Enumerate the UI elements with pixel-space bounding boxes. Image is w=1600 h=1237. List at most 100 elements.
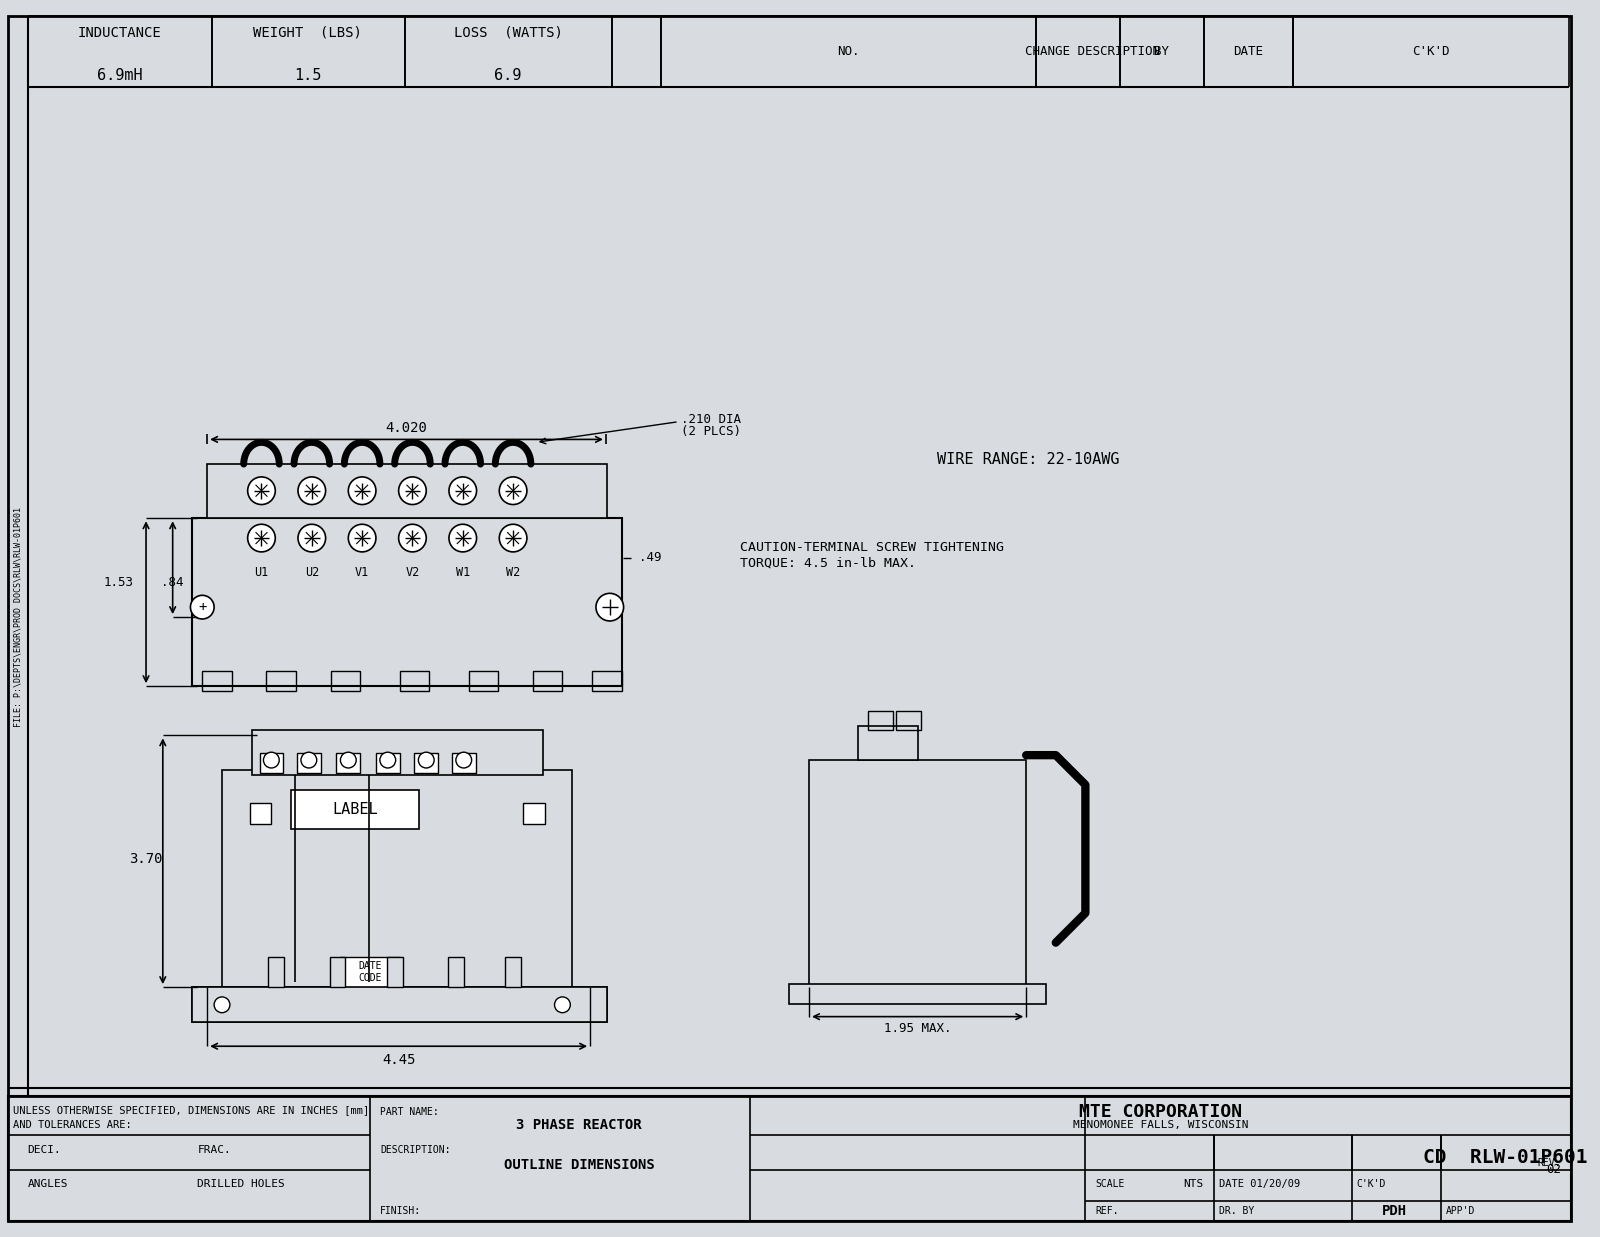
Circle shape: [298, 477, 326, 505]
Bar: [269, 957, 285, 987]
Text: 02: 02: [1546, 1163, 1562, 1176]
Text: 3 PHASE REACTOR: 3 PHASE REACTOR: [517, 1118, 642, 1132]
Circle shape: [595, 594, 624, 621]
Bar: [400, 672, 429, 691]
Circle shape: [298, 524, 326, 552]
Text: 1.53: 1.53: [104, 576, 133, 589]
Text: .210 DIA: .210 DIA: [682, 413, 741, 427]
Circle shape: [450, 477, 477, 505]
Bar: [192, 518, 622, 687]
Bar: [336, 753, 360, 773]
Text: U2: U2: [304, 567, 318, 579]
Text: DATE
CODE: DATE CODE: [358, 961, 382, 983]
Text: U1: U1: [254, 567, 269, 579]
Circle shape: [349, 477, 376, 505]
Bar: [859, 726, 918, 760]
Text: DATE 01/20/09: DATE 01/20/09: [1219, 1179, 1299, 1190]
Bar: [592, 672, 622, 691]
Bar: [192, 987, 606, 1022]
Text: (2 PLCS): (2 PLCS): [682, 426, 741, 438]
Bar: [387, 957, 403, 987]
Text: DR. BY: DR. BY: [1219, 1206, 1254, 1216]
Circle shape: [450, 524, 477, 552]
Text: FINISH:: FINISH:: [379, 1206, 421, 1216]
Text: NO.: NO.: [837, 45, 859, 58]
Text: 3.70: 3.70: [130, 852, 163, 866]
Text: PART NAME:: PART NAME:: [379, 1107, 438, 1117]
Circle shape: [190, 595, 214, 618]
Text: OUTLINE DIMENSIONS: OUTLINE DIMENSIONS: [504, 1158, 654, 1171]
Text: UNLESS OTHERWISE SPECIFIED, DIMENSIONS ARE IN INCHES [mm]: UNLESS OTHERWISE SPECIFIED, DIMENSIONS A…: [13, 1106, 370, 1116]
Bar: [192, 987, 606, 1022]
Text: V1: V1: [355, 567, 370, 579]
Bar: [222, 769, 573, 987]
Circle shape: [341, 752, 357, 768]
Text: 4.45: 4.45: [382, 1053, 416, 1068]
Text: MTE CORPORATION: MTE CORPORATION: [1078, 1103, 1242, 1122]
Text: 1.95 MAX.: 1.95 MAX.: [883, 1022, 952, 1035]
Text: AND TOLERANCES ARE:: AND TOLERANCES ARE:: [13, 1121, 131, 1131]
Text: REV.: REV.: [1538, 1158, 1562, 1168]
Text: INDUCTANCE: INDUCTANCE: [77, 26, 162, 40]
Bar: [414, 753, 438, 773]
Text: ANGLES: ANGLES: [27, 1179, 69, 1190]
Text: 6.9mH: 6.9mH: [96, 68, 142, 83]
Text: DRILLED HOLES: DRILLED HOLES: [197, 1179, 285, 1190]
Bar: [448, 957, 464, 987]
Text: WIRE RANGE: 22-10AWG: WIRE RANGE: 22-10AWG: [938, 452, 1120, 466]
Text: 4.020: 4.020: [386, 421, 427, 434]
Bar: [251, 731, 542, 774]
Text: C'K'D: C'K'D: [1357, 1179, 1386, 1190]
Text: APP'D: APP'D: [1445, 1206, 1475, 1216]
Text: V2: V2: [405, 567, 419, 579]
Text: 6.9: 6.9: [494, 68, 522, 83]
Circle shape: [398, 524, 426, 552]
Circle shape: [214, 997, 230, 1013]
Text: LABEL: LABEL: [333, 802, 378, 816]
Text: DESCRIPTION:: DESCRIPTION:: [379, 1144, 450, 1155]
Text: W1: W1: [456, 567, 470, 579]
Bar: [202, 672, 232, 691]
Text: SCALE: SCALE: [1096, 1179, 1125, 1190]
Bar: [331, 672, 360, 691]
Bar: [267, 672, 296, 691]
Bar: [869, 711, 893, 731]
Bar: [533, 672, 563, 691]
Circle shape: [248, 477, 275, 505]
Bar: [469, 672, 498, 691]
Text: C'K'D: C'K'D: [1411, 45, 1450, 58]
Bar: [506, 957, 522, 987]
Circle shape: [499, 477, 526, 505]
Text: BY: BY: [1154, 45, 1170, 58]
Text: CAUTION-TERMINAL SCREW TIGHTENING: CAUTION-TERMINAL SCREW TIGHTENING: [741, 542, 1005, 554]
Text: DATE: DATE: [1234, 45, 1262, 58]
Bar: [789, 985, 1046, 1003]
Text: DECI.: DECI.: [27, 1144, 61, 1155]
Text: W2: W2: [506, 567, 520, 579]
Text: PDH: PDH: [1381, 1204, 1406, 1218]
Text: TORQUE: 4.5 in-lb MAX.: TORQUE: 4.5 in-lb MAX.: [741, 557, 917, 569]
Text: REF.: REF.: [1096, 1206, 1118, 1216]
Text: 1.5: 1.5: [294, 68, 322, 83]
Text: MENOMONEE FALLS, WISCONSIN: MENOMONEE FALLS, WISCONSIN: [1072, 1121, 1248, 1131]
Bar: [451, 753, 475, 773]
Bar: [298, 753, 320, 773]
Bar: [208, 464, 606, 518]
Text: .84: .84: [162, 576, 184, 589]
Text: CHANGE DESCRIPTION: CHANGE DESCRIPTION: [1024, 45, 1160, 58]
Text: CD  RLW-01P601: CD RLW-01P601: [1424, 1148, 1587, 1168]
Bar: [523, 803, 544, 824]
Bar: [8, 1096, 1571, 1221]
Circle shape: [264, 752, 280, 768]
Bar: [341, 957, 400, 992]
Text: WEIGHT  (LBS): WEIGHT (LBS): [253, 26, 362, 40]
Circle shape: [301, 752, 317, 768]
Text: FILE: P:\DEPTS\ENGR\PROD DOCS\RLW\RLW-01P601: FILE: P:\DEPTS\ENGR\PROD DOCS\RLW\RLW-01…: [13, 507, 22, 727]
Bar: [330, 957, 346, 987]
Text: +: +: [198, 600, 206, 614]
Circle shape: [555, 997, 570, 1013]
Text: FRAC.: FRAC.: [197, 1144, 230, 1155]
Circle shape: [418, 752, 434, 768]
Circle shape: [398, 477, 426, 505]
Text: NTS: NTS: [1184, 1179, 1203, 1190]
